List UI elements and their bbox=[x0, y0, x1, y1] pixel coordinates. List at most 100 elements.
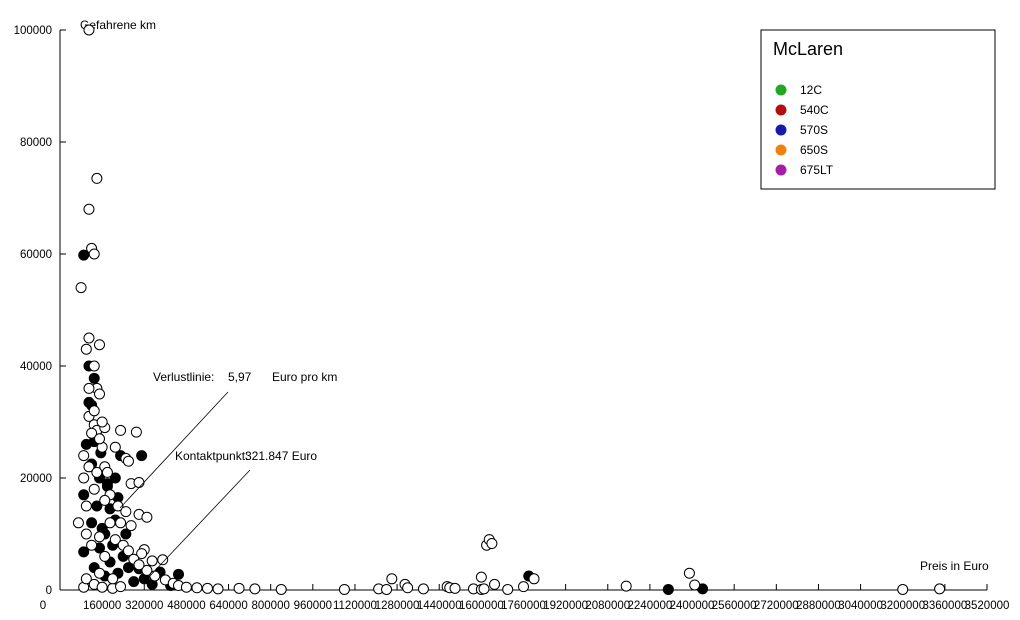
data-point-open bbox=[125, 520, 137, 532]
data-point-filled bbox=[86, 517, 98, 529]
legend-label: 675LT bbox=[800, 163, 834, 177]
data-point-open bbox=[130, 426, 142, 438]
legend-label: 570S bbox=[800, 123, 828, 137]
verlust-line bbox=[119, 391, 229, 509]
annotations: Verlustlinie: 5,97 Euro pro km Kontaktpu… bbox=[119, 370, 337, 579]
data-point-filled bbox=[78, 249, 90, 261]
data-point-open bbox=[83, 203, 95, 215]
data-point-filled bbox=[173, 568, 185, 580]
y-tick-label: 40000 bbox=[20, 361, 52, 373]
data-point-open bbox=[80, 528, 92, 540]
data-point-open bbox=[83, 382, 95, 394]
data-point-open bbox=[109, 441, 121, 453]
legend-label: 540C bbox=[800, 103, 829, 117]
x-axis-label: Preis in Euro bbox=[920, 559, 989, 573]
data-point-open bbox=[518, 581, 529, 593]
axes: 0 160000 320000 480000 640000 800000 960000 112… bbox=[14, 25, 1010, 612]
x-tick-label: 800000 bbox=[251, 600, 289, 612]
data-point-open bbox=[94, 531, 106, 543]
data-point-filled bbox=[120, 528, 132, 540]
data-point-open bbox=[88, 483, 100, 495]
x-tick-label: 960000 bbox=[294, 600, 332, 612]
data-point-open bbox=[249, 583, 261, 595]
data-point-open bbox=[107, 573, 119, 585]
x-tick-label: 3520000 bbox=[965, 600, 1010, 612]
data-point-open bbox=[96, 581, 108, 593]
data-point-open bbox=[80, 573, 92, 585]
data-point-open bbox=[80, 500, 92, 512]
data-point-open bbox=[897, 583, 909, 595]
data-point-filled bbox=[91, 500, 103, 512]
data-point-open bbox=[72, 517, 84, 529]
data-point-open bbox=[212, 583, 224, 595]
data-point-open bbox=[94, 339, 106, 351]
y-ticks: 0 20000 40000 60000 80000 100000 bbox=[14, 25, 66, 597]
data-point-open bbox=[689, 579, 701, 591]
data-point-open bbox=[86, 427, 98, 439]
data-point-open bbox=[528, 573, 540, 585]
y-tick-label: 20000 bbox=[20, 473, 52, 485]
y-tick-label: 100000 bbox=[14, 25, 52, 37]
data-point-open bbox=[475, 571, 487, 583]
y-tick-label: 0 bbox=[46, 585, 52, 597]
legend-marker bbox=[775, 164, 787, 176]
x-tick-label: 0 bbox=[40, 600, 46, 612]
x-tick-label: 2400000 bbox=[670, 600, 715, 612]
data-point-open bbox=[86, 539, 98, 551]
x-tick-label: 2720000 bbox=[754, 600, 799, 612]
data-point-open bbox=[141, 564, 153, 576]
data-point-open bbox=[83, 461, 95, 473]
data-point-open bbox=[120, 506, 132, 518]
data-point-open bbox=[478, 583, 490, 595]
data-point-open bbox=[233, 582, 245, 594]
data-point-open bbox=[180, 581, 192, 593]
x-tick-label: 1760000 bbox=[501, 600, 546, 612]
verlust-value: 5,97 bbox=[228, 370, 252, 384]
data-point-filled bbox=[78, 489, 90, 501]
data-point-open bbox=[115, 424, 127, 436]
legend-label: 12C bbox=[800, 83, 822, 97]
x-tick-label: 3040000 bbox=[838, 600, 883, 612]
y-axis-label: Gefahrene km bbox=[80, 18, 156, 32]
data-point-filled bbox=[78, 546, 90, 558]
data-point-open bbox=[275, 583, 287, 595]
x-tick-label: 1600000 bbox=[459, 600, 504, 612]
legend: McLaren 12C 540C 570S 650S 675LT bbox=[760, 29, 996, 190]
data-point-open bbox=[122, 455, 134, 467]
y-tick-label: 80000 bbox=[20, 137, 52, 149]
data-point-open bbox=[157, 554, 169, 566]
data-point-open bbox=[75, 282, 87, 294]
y-tick-label: 60000 bbox=[20, 249, 52, 261]
data-point-open bbox=[201, 582, 213, 594]
verlust-unit: Euro pro km bbox=[272, 370, 337, 384]
data-point-open bbox=[80, 343, 92, 355]
data-point-open bbox=[486, 538, 498, 550]
legend-marker bbox=[775, 144, 787, 156]
kontakt-label: Kontaktpunkt: bbox=[175, 449, 248, 463]
legend-marker bbox=[775, 124, 787, 136]
data-point-open bbox=[489, 578, 501, 590]
data-point-open bbox=[88, 405, 100, 417]
x-tick-label: 640000 bbox=[209, 600, 247, 612]
x-tick-label: 2080000 bbox=[585, 600, 630, 612]
data-point-open bbox=[191, 582, 203, 594]
data-point-open bbox=[338, 583, 350, 595]
data-point-open bbox=[386, 573, 398, 585]
data-point-open bbox=[99, 550, 111, 562]
x-ticks: 0 160000 320000 480000 640000 800000 960000 112… bbox=[40, 584, 1010, 612]
data-point-open bbox=[94, 567, 106, 579]
data-point-open bbox=[78, 450, 90, 462]
x-tick-label: 3360000 bbox=[922, 600, 967, 612]
data-point-open bbox=[101, 466, 113, 478]
data-point-open bbox=[78, 472, 90, 484]
legend-items: 12C 540C 570S 650S 675LT bbox=[775, 83, 834, 177]
data-point-open bbox=[83, 332, 95, 344]
kontakt-value: 321.847 Euro bbox=[245, 449, 317, 463]
data-point-open bbox=[115, 581, 127, 593]
data-point-open bbox=[88, 248, 100, 260]
x-tick-label: 1280000 bbox=[375, 600, 420, 612]
kontakt-line bbox=[147, 469, 251, 579]
data-points bbox=[72, 24, 946, 595]
x-tick-label: 2560000 bbox=[712, 600, 757, 612]
x-tick-label: 480000 bbox=[167, 600, 205, 612]
